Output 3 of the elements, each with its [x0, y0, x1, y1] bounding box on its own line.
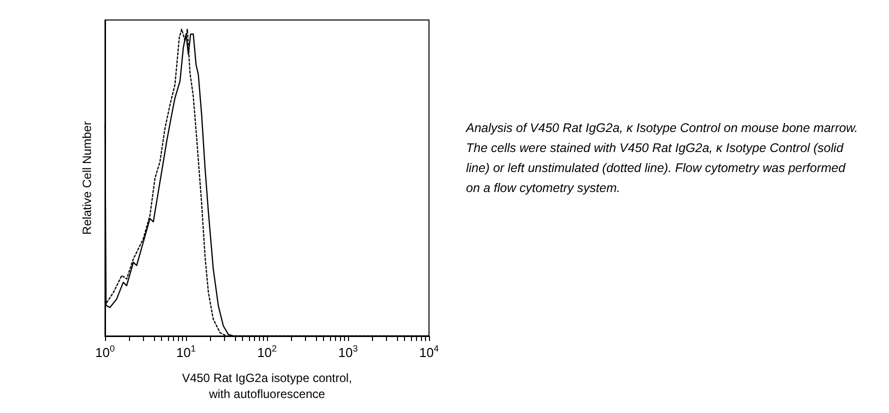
- text: Analysis of V450 Rat IgG2a, κ Isotype Control on mouse bone marrow. The cells were stained with V450 Rat IgG2a, κ Isotype Control (solid line) or left unstimulated (dotted line). Flow cytometry was performed on a flow cytometry system.: [466, 120, 859, 197]
- y-axis-title: Relative Cell Number: [80, 121, 94, 235]
- x-axis-title: V450 Rat IgG2a isotype control, with autofluorescence: [182, 371, 352, 401]
